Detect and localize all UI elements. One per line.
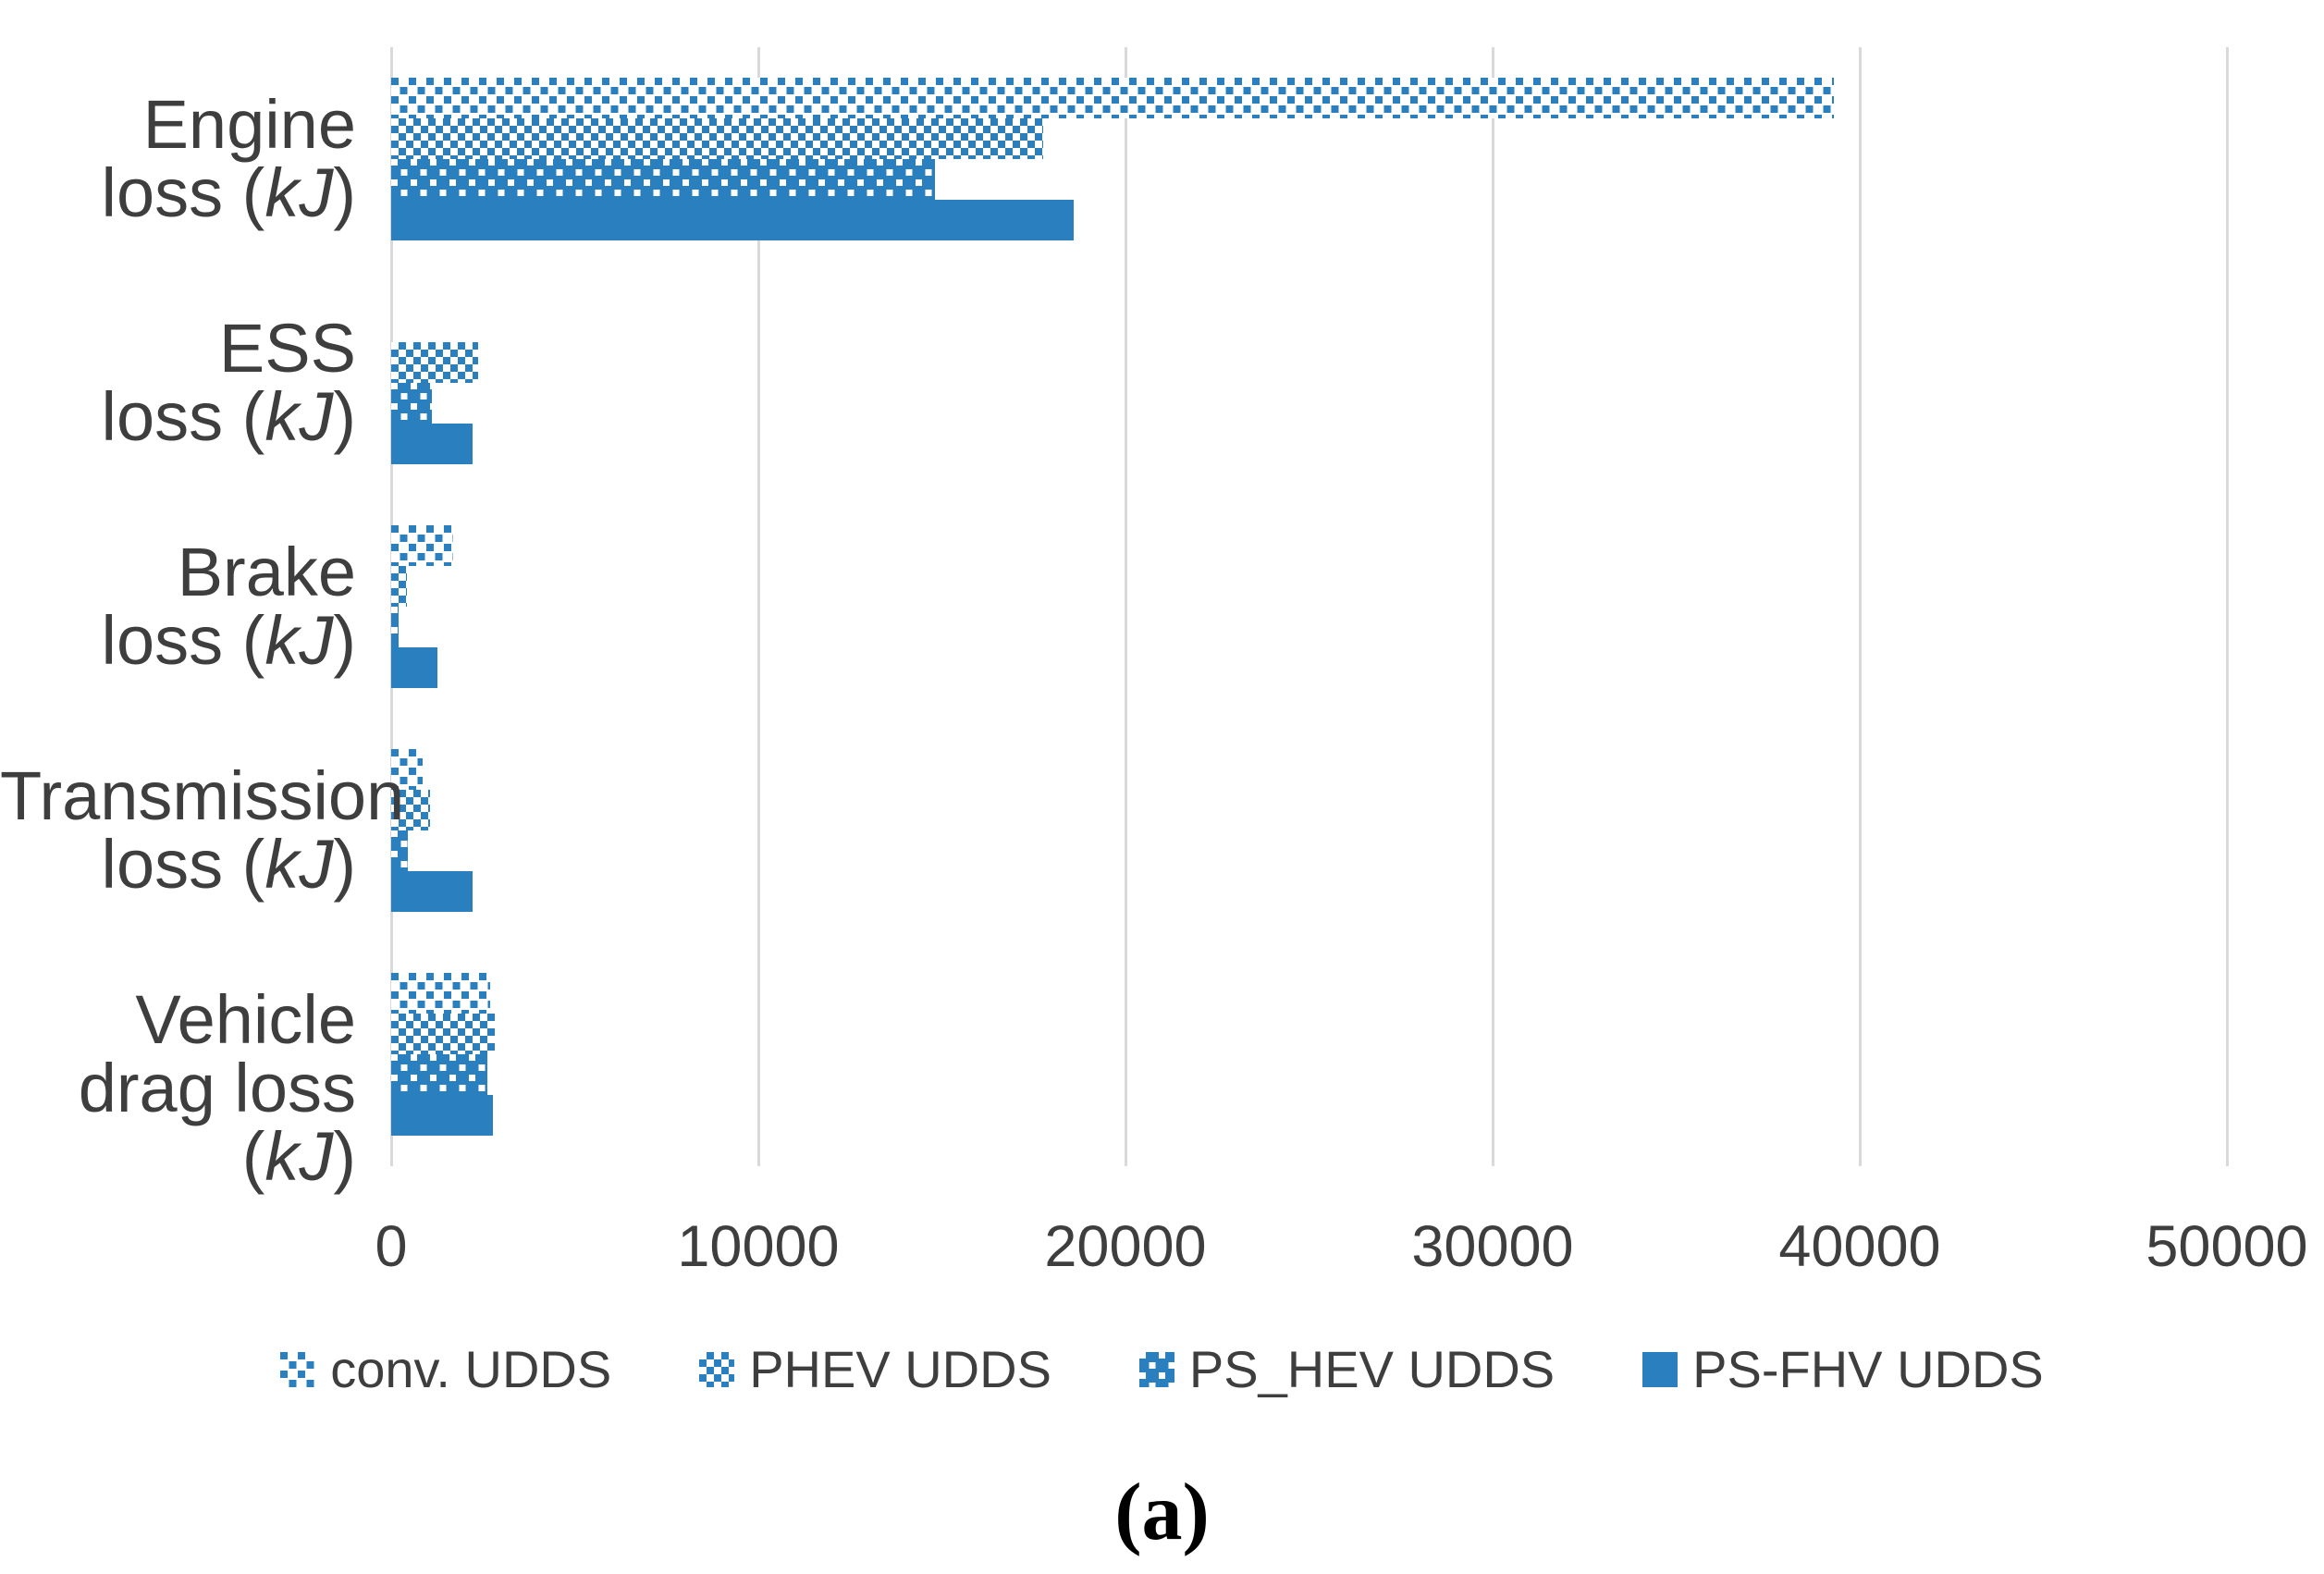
bar-conv-udds-cat0 [391, 78, 1834, 118]
bar-ps-fhv-udds-cat1 [391, 424, 473, 464]
bar-ps-hev-udds-cat1 [391, 383, 432, 424]
legend-swatch-dots-icon [280, 1351, 316, 1387]
category-label-brake: Brake loss (kJ) [101, 534, 356, 679]
bar-ps-hev-udds-cat4 [391, 1054, 487, 1095]
bar-conv-udds-cat4 [391, 973, 490, 1014]
bar-phev-udds-cat0 [391, 118, 1043, 159]
figure-caption: (a) [1114, 1468, 1210, 1557]
legend-swatch-checker-icon [699, 1351, 735, 1387]
bar-phev-udds-cat2 [391, 566, 407, 607]
bar-conv-udds-cat3 [391, 749, 423, 790]
legend-entry-ps-hev-udds: PS_HEV UDDS [1138, 1339, 1555, 1399]
legend-swatch-inverse-dots-icon [1138, 1351, 1174, 1387]
legend-label: conv. UDDS [330, 1340, 612, 1398]
category-line2: loss ( [101, 154, 265, 231]
category-unit: kJ [264, 378, 334, 455]
x-tick-label-10000: 10000 [677, 1214, 840, 1279]
x-tick-label-30000: 30000 [1411, 1214, 1574, 1279]
category-label-vehicle-drag: Vehicle drag loss (kJ) [78, 981, 356, 1195]
gridline [2225, 47, 2229, 1166]
x-tick-label-50000: 50000 [2146, 1214, 2308, 1279]
gridline [1491, 47, 1494, 1166]
gridline [756, 47, 760, 1166]
legend: conv. UDDS PHEV UDDS PS_HEV UDDS PS-FHV … [0, 1339, 2324, 1399]
bar-ps-fhv-udds-cat0 [391, 200, 1074, 240]
plot-area [389, 47, 2229, 1166]
x-tick-label-40000: 40000 [1778, 1214, 1941, 1279]
bar-ps-fhv-udds-cat3 [391, 871, 473, 912]
bar-ps-hev-udds-cat0 [391, 159, 935, 200]
x-tick-label-20000: 20000 [1044, 1214, 1207, 1279]
category-line1: Engine [142, 86, 356, 163]
bar-ps-fhv-udds-cat4 [391, 1095, 493, 1136]
bar-ps-hev-udds-cat3 [391, 830, 408, 871]
category-line2: loss ( [101, 826, 265, 903]
category-line1: ESS [218, 310, 356, 387]
legend-entry-conv-udds: conv. UDDS [280, 1339, 611, 1399]
category-unit: kJ [264, 1118, 334, 1195]
legend-label: PS-FHV UDDS [1692, 1340, 2044, 1398]
category-line2: drag loss ( [78, 1050, 356, 1195]
category-unit: kJ [264, 826, 334, 903]
category-line1: Brake [177, 534, 356, 610]
legend-entry-phev-udds: PHEV UDDS [699, 1339, 1051, 1399]
legend-label: PS_HEV UDDS [1188, 1340, 1555, 1398]
bar-conv-udds-cat2 [391, 525, 453, 566]
legend-entry-ps-fhv-udds: PS-FHV UDDS [1642, 1339, 2044, 1399]
legend-label: PHEV UDDS [749, 1340, 1051, 1398]
category-label-ess: ESS loss (kJ) [101, 310, 356, 455]
category-unit: kJ [264, 602, 334, 679]
category-line2: loss ( [101, 378, 265, 455]
gridline [1124, 47, 1127, 1166]
x-tick-label-0: 0 [375, 1214, 408, 1279]
bar-phev-udds-cat3 [391, 790, 430, 830]
category-label-engine: Engine loss (kJ) [101, 86, 356, 231]
category-line1: Vehicle [135, 981, 356, 1058]
bar-phev-udds-cat4 [391, 1014, 495, 1054]
bar-phev-udds-cat1 [391, 342, 478, 383]
bar-ps-fhv-udds-cat2 [391, 647, 437, 688]
category-line2: loss ( [101, 602, 265, 679]
category-unit: kJ [264, 154, 334, 231]
gridline [1858, 47, 1862, 1166]
category-line1: Transmission [0, 757, 405, 834]
bar-ps-hev-udds-cat2 [391, 607, 399, 647]
category-label-transmission: Transmission loss (kJ) [0, 757, 405, 903]
legend-swatch-solid-icon [1642, 1351, 1678, 1387]
